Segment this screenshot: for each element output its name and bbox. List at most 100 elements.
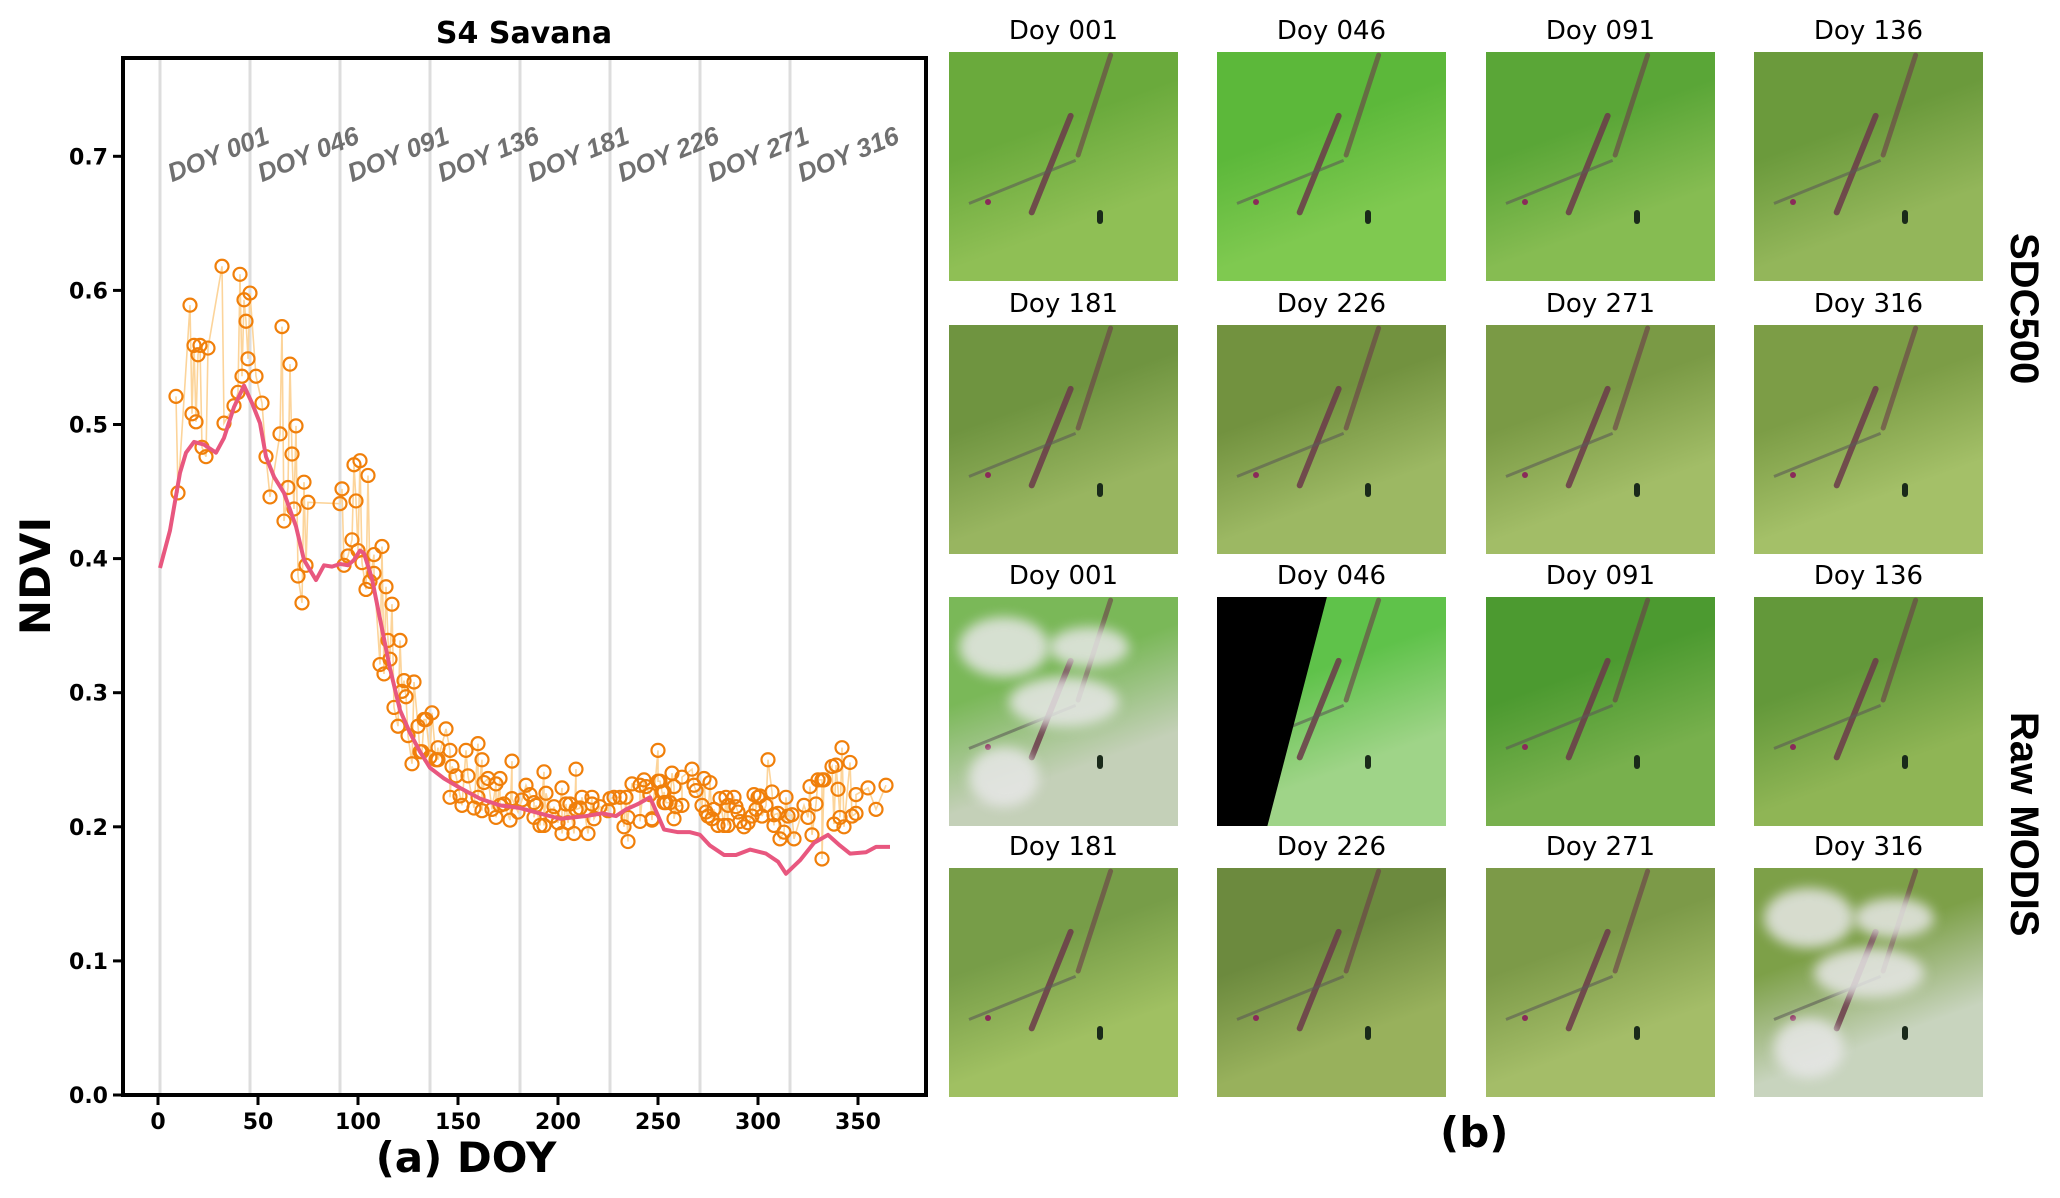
raw-data-point <box>294 595 310 611</box>
raw-data-point <box>526 795 542 811</box>
raw-data-point <box>262 489 278 505</box>
raw-data-point <box>730 804 746 820</box>
cloud-cover <box>969 747 1039 807</box>
river-feature <box>1880 597 1919 704</box>
raw-data-point <box>868 801 884 817</box>
raw-data-point <box>636 772 652 788</box>
cloud-cover <box>1814 948 1924 998</box>
raw-data-point <box>532 817 548 834</box>
raw-data-point <box>848 805 864 821</box>
satellite-image <box>1486 597 1715 826</box>
thumbnail-doy-label: Doy 001 <box>1008 16 1119 46</box>
raw-data-point <box>288 418 304 434</box>
raw-data-point <box>784 807 800 823</box>
satellite-image <box>949 597 1178 826</box>
raw-data-point <box>658 795 674 811</box>
pond-feature <box>1097 210 1103 224</box>
raw-data-point <box>474 752 490 768</box>
raw-data-point <box>274 319 290 335</box>
raw-data-point <box>272 426 288 442</box>
burn-spot-feature <box>985 199 991 205</box>
thumbnail-doy-label: Doy 316 <box>1813 832 1924 862</box>
satellite-image <box>1217 325 1446 554</box>
cloud-cover <box>1009 677 1119 727</box>
raw-data-point <box>378 579 394 595</box>
river-feature <box>1343 325 1382 432</box>
river-feature <box>1880 52 1919 159</box>
pond-feature <box>1097 755 1103 769</box>
panel-b-label: (b) <box>1440 1108 1509 1157</box>
smoothed-series-line <box>158 383 890 876</box>
doy-marker-lines <box>158 60 792 1093</box>
thumbnail-doy-label: Doy 181 <box>1008 289 1119 319</box>
burn-spot-feature <box>1522 199 1528 205</box>
raw-data-point <box>240 351 256 367</box>
tributary-feature <box>1505 159 1614 205</box>
x-tick-label: 250 <box>635 1110 681 1135</box>
raw-data-point <box>200 340 216 356</box>
raw-data-point <box>284 446 300 462</box>
doy-marker-label: DOY 046 <box>253 120 363 188</box>
raw-data-point <box>198 449 214 465</box>
x-tick-label: 50 <box>243 1110 274 1135</box>
thumbnail-doy-label: Doy 316 <box>1813 289 1924 319</box>
thumbnail-doy-label: Doy 136 <box>1813 16 1924 46</box>
satellite-image <box>1754 868 1983 1097</box>
thumbnail-doy-label: Doy 136 <box>1813 561 1924 591</box>
satellite-image <box>1754 597 1983 826</box>
row-label-sdc500: SDC500 <box>2002 233 2046 385</box>
raw-data-point <box>674 769 690 785</box>
burn-spot-feature <box>1790 744 1796 750</box>
raw-data-point <box>384 596 400 612</box>
satellite-image <box>1486 52 1715 281</box>
cloud-cover <box>1049 627 1129 667</box>
tributary-feature <box>1505 432 1614 478</box>
x-axis-label: (a) DOY <box>376 1133 557 1182</box>
satellite-image <box>1217 597 1446 826</box>
thumbnail-doy-label: Doy 181 <box>1008 832 1119 862</box>
raw-data-point <box>842 754 858 771</box>
raw-data-point <box>718 789 734 805</box>
raw-data-point <box>786 831 802 847</box>
raw-data-point <box>398 689 414 705</box>
raw-series-line <box>175 266 887 860</box>
river-feature <box>1075 52 1114 159</box>
y-tick-label: 0.2 <box>69 816 108 841</box>
raw-data-point <box>726 789 742 805</box>
tributary-feature <box>1773 159 1882 205</box>
raw-data-point <box>538 785 554 801</box>
pond-feature <box>1634 755 1640 769</box>
raw-data-point <box>300 494 316 510</box>
raw-data-point <box>760 752 776 768</box>
doy-marker-label: DOY 316 <box>793 120 903 188</box>
raw-data-point <box>460 768 476 784</box>
burn-spot-feature <box>1790 199 1796 205</box>
raw-data-point <box>848 787 864 803</box>
satellite-image <box>1754 325 1983 554</box>
burn-spot-feature <box>1790 472 1796 478</box>
raw-data-point <box>360 467 376 484</box>
raw-data-point <box>668 799 684 815</box>
raw-data-point <box>492 770 508 787</box>
pond-feature <box>1902 483 1908 497</box>
raw-data-point <box>710 817 726 834</box>
raw-data-point <box>586 811 602 827</box>
raw-data-point <box>568 761 584 777</box>
satellite-image <box>949 52 1178 281</box>
raw-data-point <box>800 809 816 826</box>
raw-data-point <box>192 337 208 353</box>
raw-data-point <box>764 784 780 800</box>
raw-data-point <box>430 752 446 768</box>
tributary-feature <box>1505 704 1614 750</box>
burn-spot-feature <box>985 472 991 478</box>
river-feature <box>1612 597 1651 704</box>
tributary-feature <box>1773 432 1882 478</box>
doy-marker-label: DOY 181 <box>523 120 633 188</box>
raw-data-point <box>396 673 412 689</box>
river-feature <box>1343 597 1382 704</box>
x-tick-label: 150 <box>435 1110 481 1135</box>
satellite-image <box>1486 868 1715 1097</box>
satellite-image <box>1217 52 1446 281</box>
